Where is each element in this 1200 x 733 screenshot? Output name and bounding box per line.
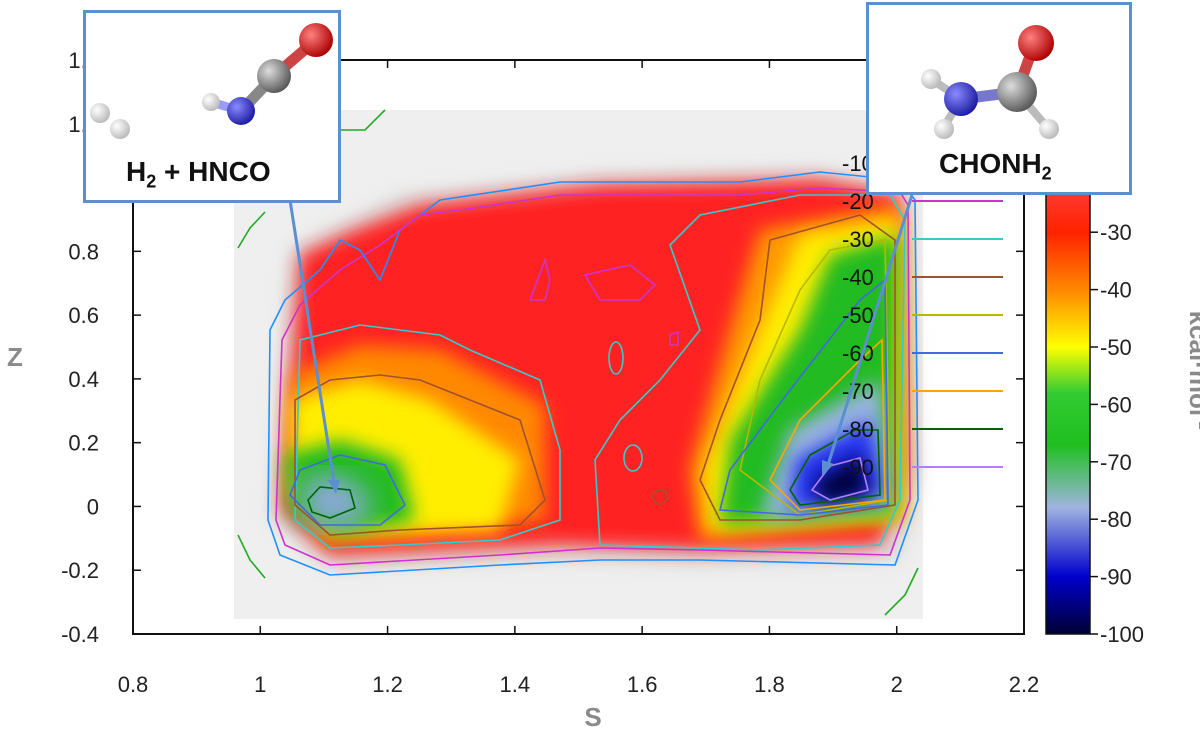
y-tick-label: 0.4 bbox=[68, 367, 99, 392]
x-axis-title: S bbox=[584, 702, 601, 732]
molecule-h2-hnco-image bbox=[90, 23, 333, 139]
hydrogen-atom bbox=[1039, 119, 1059, 139]
nitrogen-atom bbox=[227, 97, 255, 125]
contour-line bbox=[294, 324, 561, 549]
callout-label-h2-hnco: H2 + HNCO bbox=[126, 156, 271, 192]
boundary-contour bbox=[884, 567, 919, 616]
callout-h2-hnco: H2 + HNCO bbox=[83, 10, 341, 203]
contour-line bbox=[789, 429, 881, 506]
y-tick-label: 0 bbox=[87, 494, 99, 519]
contour-line bbox=[652, 489, 668, 505]
contour-line bbox=[623, 444, 643, 472]
x-tick-label: 0.8 bbox=[118, 672, 149, 697]
oxygen-atom bbox=[299, 23, 333, 57]
contour-key-label: -90 bbox=[842, 455, 874, 480]
molecule-chonh2-image bbox=[921, 25, 1059, 139]
contour-key: -10-20-30-40-50-60-70-80-90 bbox=[842, 151, 1003, 480]
x-tick-label: 1.8 bbox=[754, 672, 785, 697]
hydrogen-atom bbox=[921, 69, 941, 89]
callout-label-chonh2: CHONH2 bbox=[939, 148, 1052, 184]
hydrogen-atom bbox=[110, 119, 130, 139]
contour-key-label: -80 bbox=[842, 417, 874, 442]
callout-chonh2: CHONH2 bbox=[866, 2, 1132, 195]
contour-line bbox=[769, 338, 886, 511]
boundary-contour bbox=[237, 534, 266, 579]
callout-pointer-right-head bbox=[822, 460, 834, 476]
x-tick-label: 1 bbox=[254, 672, 266, 697]
contour-line bbox=[699, 214, 896, 521]
contour-line bbox=[669, 330, 679, 346]
colorbar-tick-label: -80 bbox=[1100, 507, 1132, 532]
carbon-atom bbox=[257, 59, 291, 93]
x-tick-label: 1.4 bbox=[500, 672, 531, 697]
contour-key-label: -30 bbox=[842, 227, 874, 252]
contour-line bbox=[528, 257, 551, 301]
contour-line bbox=[289, 454, 407, 526]
y-tick-label: 0.2 bbox=[68, 431, 99, 456]
colorbar-tick-label: -40 bbox=[1100, 278, 1132, 303]
contour-line bbox=[267, 171, 919, 576]
x-tick-label: 1.6 bbox=[627, 672, 658, 697]
hydrogen-atom bbox=[90, 103, 110, 123]
contour-line bbox=[718, 278, 889, 516]
contour-line bbox=[583, 264, 657, 301]
hydrogen-atom bbox=[934, 119, 954, 139]
colorbar-tick-label: -100 bbox=[1100, 622, 1144, 647]
colorbar-tick-label: -60 bbox=[1100, 392, 1132, 417]
colorbar-tick-label: -70 bbox=[1100, 450, 1132, 475]
colorbar-tick-label: -90 bbox=[1100, 565, 1132, 590]
nitrogen-atom bbox=[944, 82, 978, 116]
boundary-contour bbox=[237, 211, 266, 249]
contour-key-label: -50 bbox=[842, 303, 874, 328]
y-tick-label: 0.8 bbox=[68, 239, 99, 264]
contour-key-label: -40 bbox=[842, 265, 874, 290]
colorbar-tick-label: -30 bbox=[1100, 220, 1132, 245]
contour-line bbox=[307, 486, 356, 519]
heat-region-blue-left bbox=[300, 475, 372, 525]
y-tick-label: -0.2 bbox=[61, 558, 99, 583]
x-tick-label: 2.2 bbox=[1009, 672, 1040, 697]
oxygen-atom bbox=[1018, 25, 1054, 61]
colorbar-label: kcal·mol-1 bbox=[1184, 311, 1200, 430]
contour-lines bbox=[237, 109, 919, 616]
carbon-atom bbox=[997, 72, 1037, 112]
boundary-contour bbox=[340, 109, 386, 131]
x-tick-label: 1.2 bbox=[372, 672, 403, 697]
y-tick-label: 0.6 bbox=[68, 303, 99, 328]
contour-key-label: -60 bbox=[842, 341, 874, 366]
contour-line bbox=[275, 187, 911, 566]
callout-pointer-right bbox=[826, 194, 914, 466]
contour-line bbox=[608, 341, 624, 375]
hydrogen-atom bbox=[202, 93, 220, 111]
y-axis-title: Z bbox=[7, 342, 23, 372]
callout-pointer-left-head bbox=[328, 480, 340, 494]
y-tick-label: -0.4 bbox=[61, 622, 99, 647]
contour-line bbox=[294, 374, 546, 536]
x-tick-label: 2 bbox=[891, 672, 903, 697]
contour-line bbox=[594, 194, 906, 551]
callout-pointer-left bbox=[288, 199, 336, 483]
colorbar-tick-label: -50 bbox=[1100, 335, 1132, 360]
